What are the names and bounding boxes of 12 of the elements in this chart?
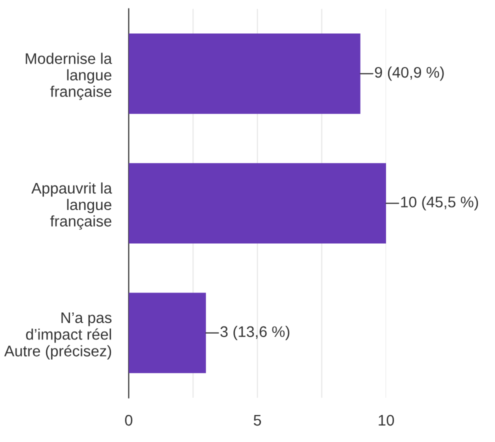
data-label: 10 (45,5 %) (401, 196, 478, 210)
data-label: 3 (13,6 %) (220, 326, 290, 340)
x-tick-label: 5 (254, 415, 262, 426)
bar (128, 33, 360, 114)
data-label: 9 (40,9 %) (374, 66, 444, 81)
y-tick-label: N’a pas d’impact réel Autre (précisez) (4, 312, 112, 360)
y-tick-label: Appauvrit la langue française (31, 182, 112, 230)
x-tick-label: 0 (125, 414, 132, 426)
bar (128, 163, 386, 244)
x-tick-label: 10 (378, 414, 394, 426)
y-tick-label: Modernise la langue française (26, 52, 112, 100)
bar (128, 292, 206, 374)
